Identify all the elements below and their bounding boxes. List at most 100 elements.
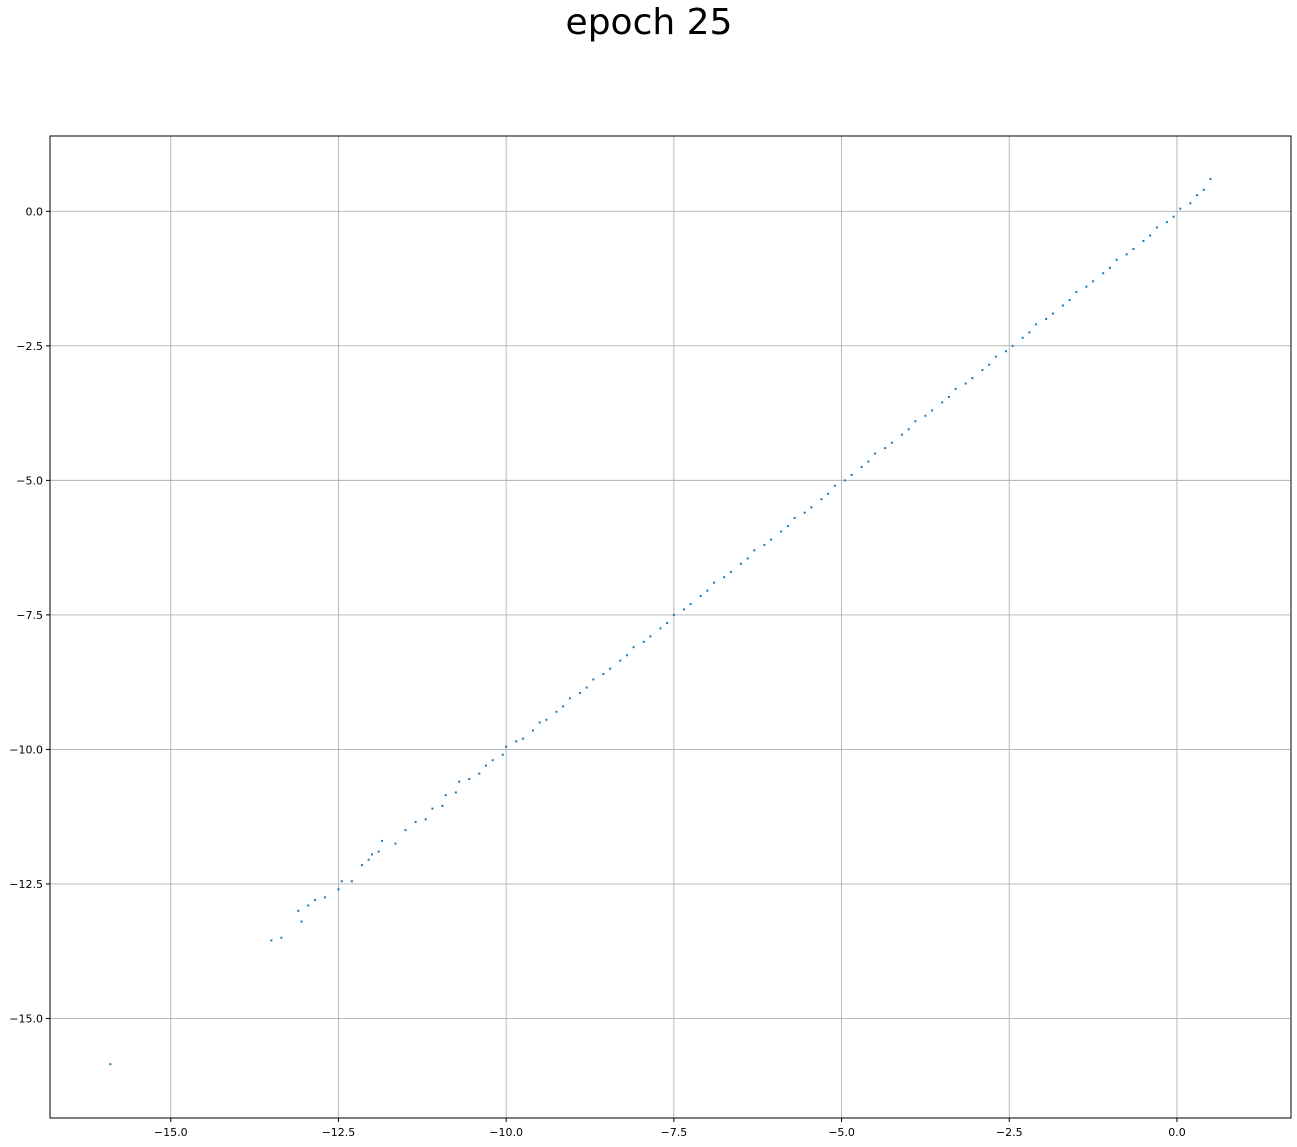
data-point	[649, 635, 652, 638]
data-point	[689, 603, 692, 606]
data-point	[666, 621, 669, 624]
data-point	[441, 804, 444, 807]
data-point	[907, 428, 910, 431]
data-point	[1004, 350, 1007, 353]
data-point	[1102, 272, 1105, 275]
data-point	[360, 864, 363, 867]
data-point	[1202, 188, 1205, 191]
data-point	[1011, 344, 1014, 347]
data-point	[1068, 299, 1071, 302]
data-point	[538, 721, 541, 724]
data-point	[300, 920, 303, 923]
data-point	[367, 858, 370, 861]
x-tick-label: −10.0	[489, 1126, 523, 1139]
data-point	[505, 745, 508, 748]
data-point	[545, 718, 548, 721]
data-point	[763, 543, 766, 546]
data-point	[770, 538, 773, 541]
data-point	[468, 778, 471, 781]
data-point	[1149, 234, 1152, 237]
data-point	[1209, 178, 1212, 181]
data-point	[1028, 331, 1031, 334]
data-point	[1021, 336, 1024, 339]
data-point	[659, 627, 662, 630]
data-point	[632, 646, 635, 649]
y-tick-label: −15.0	[9, 1012, 43, 1025]
data-point	[729, 570, 732, 573]
data-point	[377, 850, 380, 853]
data-point	[592, 678, 595, 681]
data-point	[988, 363, 991, 366]
x-tick-label: −7.5	[660, 1126, 687, 1139]
y-tick-label: −10.0	[9, 743, 43, 756]
data-point	[1035, 323, 1038, 326]
data-point	[900, 433, 903, 436]
data-point	[890, 441, 893, 444]
data-point	[1142, 239, 1145, 242]
y-tick-label: 0.0	[26, 205, 44, 218]
data-point	[562, 705, 565, 708]
data-point	[1196, 194, 1199, 197]
data-point	[478, 772, 481, 775]
data-point	[793, 517, 796, 520]
data-point	[850, 473, 853, 476]
data-point	[337, 888, 340, 891]
data-point	[1075, 291, 1078, 294]
y-tick-label: −12.5	[9, 878, 43, 891]
data-point	[270, 939, 273, 942]
data-point	[1189, 202, 1192, 205]
scatter-points	[109, 178, 1212, 1066]
data-point	[820, 498, 823, 501]
data-point	[1108, 266, 1111, 269]
y-tick-label: −7.5	[16, 609, 43, 622]
data-point	[414, 821, 417, 824]
data-point	[874, 452, 877, 455]
data-point	[625, 654, 628, 657]
y-tick-label: −2.5	[16, 340, 43, 353]
chart-title: epoch 25	[566, 2, 733, 43]
data-point	[642, 640, 645, 643]
data-point	[350, 880, 353, 883]
data-point	[431, 807, 434, 810]
data-point	[370, 853, 373, 856]
data-point	[810, 506, 813, 509]
data-point	[1179, 207, 1182, 210]
grid	[50, 136, 1291, 1118]
data-point	[931, 409, 934, 412]
data-point	[924, 414, 927, 417]
x-tick-label: 0.0	[1168, 1126, 1186, 1139]
data-point	[860, 465, 863, 468]
x-tick-label: −5.0	[828, 1126, 855, 1139]
data-point	[404, 829, 407, 832]
data-point	[739, 562, 742, 565]
data-point	[454, 791, 457, 794]
data-point	[313, 899, 316, 902]
data-point	[515, 740, 518, 743]
data-point	[585, 686, 588, 689]
y-tick-label: −5.0	[16, 474, 43, 487]
data-point	[619, 659, 622, 662]
data-point	[1155, 226, 1158, 229]
y-axis: 0.0 −2.5 −5.0 −7.5 −10.0 −12.5 −15.0	[9, 205, 50, 1025]
data-point	[884, 447, 887, 450]
data-point	[964, 382, 967, 385]
data-point	[682, 608, 685, 611]
data-point	[947, 395, 950, 398]
x-tick-label: −12.5	[322, 1126, 356, 1139]
data-point	[706, 589, 709, 592]
data-point	[501, 753, 504, 756]
data-point	[458, 780, 461, 783]
data-point	[786, 525, 789, 528]
data-point	[672, 613, 675, 616]
data-point	[1061, 304, 1064, 307]
data-point	[568, 697, 571, 700]
data-point	[981, 369, 984, 372]
data-point	[324, 896, 327, 899]
data-point	[1132, 247, 1135, 250]
data-point	[746, 557, 749, 560]
data-point	[1045, 317, 1048, 320]
data-point	[914, 420, 917, 423]
data-point	[1165, 221, 1168, 224]
data-point	[753, 549, 756, 552]
